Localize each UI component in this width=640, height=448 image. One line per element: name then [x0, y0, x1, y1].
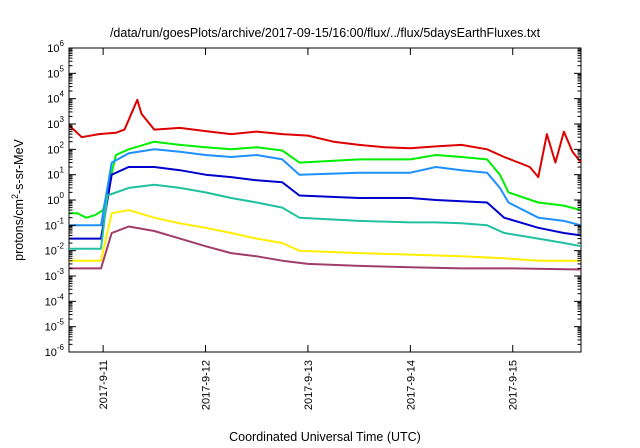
y-tick-label-exp: 4 [60, 90, 65, 99]
y-tick-label: 105 [47, 64, 64, 80]
y-tick-label-base: 10 [45, 322, 57, 334]
x-tick-label: 2017-9-13 [303, 360, 315, 410]
y-tick-label-base: 10 [45, 220, 57, 232]
x-tick-label: 2017-9-11 [98, 360, 110, 409]
y-tick-label: 101 [47, 166, 64, 182]
y-tick-label-base: 10 [47, 195, 59, 207]
series-line-4 [69, 166, 582, 240]
y-tick-label-exp: -1 [57, 216, 65, 225]
series-layer [68, 98, 582, 271]
y-tick-label-exp: -2 [57, 242, 65, 251]
y-axis-label-base: protons/cm [12, 199, 26, 261]
y-tick-label-base: 10 [45, 271, 57, 283]
series-line-6 [69, 209, 581, 262]
y-tick-label-base: 10 [47, 68, 59, 80]
x-tick-label: 2017-9-15 [508, 360, 520, 410]
y-tick-label-exp: -5 [57, 318, 65, 327]
y-tick-label: 102 [47, 140, 64, 156]
y-tick-label-exp: -4 [57, 292, 65, 301]
series-line-2 [69, 140, 582, 219]
series-line-7 [69, 225, 582, 271]
y-tick-label: 10-1 [45, 216, 65, 232]
y-axis-label-sup: 2 [10, 194, 20, 199]
y-tick-label-base: 10 [47, 170, 59, 182]
y-tick-label-base: 10 [45, 246, 57, 258]
x-axis: 2017-9-11 2017-9-12 2017-9-13 2017-9-14 2017… [98, 48, 520, 410]
y-tick-label-exp: 5 [60, 64, 65, 73]
series-line-5 [69, 183, 582, 250]
series-line-1 [68, 98, 582, 179]
y-tick-label-base: 10 [47, 144, 59, 156]
y-tick-label-exp: 2 [60, 140, 65, 149]
y-axis-label: protons/cm2-s-sr-MeV [10, 138, 26, 260]
y-tick-label: 104 [47, 90, 64, 106]
y-tick-label: 10-6 [45, 343, 65, 359]
y-tick-label-exp: -3 [57, 267, 65, 276]
y-tick-label-exp: -6 [57, 343, 65, 352]
y-axis-label-rest: -s-sr-MeV [12, 138, 26, 194]
y-tick-label-exp: 0 [60, 191, 65, 200]
y-tick-label: 106 [47, 39, 64, 55]
y-tick-label-exp: 3 [60, 115, 65, 124]
x-axis-label: Coordinated Universal Time (UTC) [229, 430, 421, 444]
y-tick-label: 103 [47, 115, 64, 131]
y-tick-label: 10-2 [45, 242, 65, 258]
y-tick-label: 10-4 [45, 292, 65, 308]
y-tick-label: 10-5 [45, 318, 65, 334]
y-tick-label-exp: 6 [60, 39, 65, 48]
y-tick-label-exp: 1 [60, 166, 65, 175]
y-tick-label-base: 10 [45, 347, 57, 359]
y-tick-label-base: 10 [45, 296, 57, 308]
chart-title: /data/run/goesPlots/archive/2017-09-15/1… [110, 26, 541, 40]
series-line-3 [69, 148, 582, 227]
x-tick-label: 2017-9-12 [201, 360, 213, 410]
y-tick-label: 10-3 [45, 267, 65, 283]
x-tick-label: 2017-9-14 [405, 360, 417, 410]
y-tick-label: 100 [47, 191, 64, 207]
y-tick-label-base: 10 [47, 43, 59, 55]
y-axis: 10-610-510-410-310-210-11001011021031041… [45, 39, 581, 359]
y-tick-label-base: 10 [47, 119, 59, 131]
y-tick-label-base: 10 [47, 94, 59, 106]
